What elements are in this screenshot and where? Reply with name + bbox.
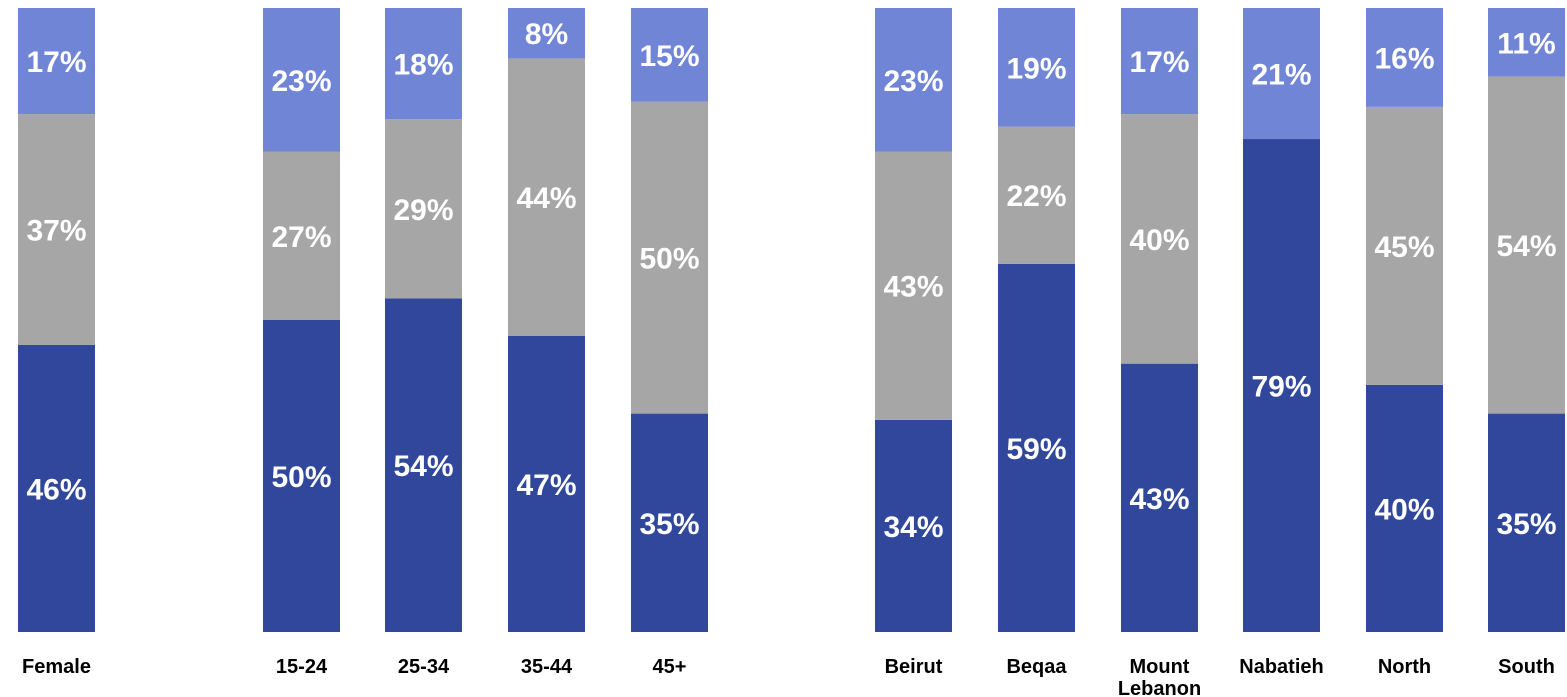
- bar-segment: [508, 8, 585, 59]
- category-label: Beqaa: [1006, 656, 1067, 678]
- data-label: 17%: [26, 46, 86, 79]
- data-label: 46%: [26, 473, 86, 506]
- category-label: Lebanon: [1118, 678, 1201, 697]
- bar-segment: [875, 151, 952, 420]
- data-label: 45%: [1374, 231, 1434, 264]
- data-label: 37%: [26, 215, 86, 248]
- bar-segment: [1121, 114, 1198, 364]
- data-label: 47%: [516, 469, 576, 502]
- bar-segment: [263, 151, 340, 320]
- bar-segment: [385, 298, 462, 632]
- bar-segment: [875, 8, 952, 152]
- bar-segment: [385, 119, 462, 299]
- bar-segment: [1243, 139, 1320, 633]
- bar-segment: [1366, 8, 1443, 107]
- category-label: Female: [22, 656, 91, 678]
- data-label: 17%: [1129, 46, 1189, 79]
- data-label: 34%: [883, 511, 943, 544]
- bar-segment: [18, 114, 95, 345]
- bar-segment: [631, 101, 708, 414]
- category-label: North: [1378, 656, 1431, 678]
- bar-segment: [998, 8, 1075, 127]
- data-label: 43%: [883, 271, 943, 304]
- data-label: 27%: [271, 221, 331, 254]
- data-label: 40%: [1129, 224, 1189, 257]
- bar-segment: [631, 8, 708, 102]
- data-label: 54%: [393, 450, 453, 483]
- category-label: Mount: [1130, 656, 1190, 678]
- bar-segment: [263, 320, 340, 632]
- data-label: 16%: [1374, 42, 1434, 75]
- category-labels-layer: Female 15-24 25-34 35-44 45+ Beirut Beqaa Mount…: [22, 656, 1555, 697]
- category-label: Nabatieh: [1239, 656, 1323, 678]
- category-label: 35-44: [521, 656, 573, 678]
- data-label: 23%: [883, 65, 943, 98]
- bar-segment: [1366, 106, 1443, 385]
- data-label: 21%: [1251, 59, 1311, 92]
- category-label: Beirut: [885, 656, 943, 678]
- bar-segment: [631, 413, 708, 632]
- bar-segment: [508, 58, 585, 336]
- data-labels-layer: 46% 37% 17% 50% 27% 23% 54% 29% 18% 47% 44% 8% 35% 50…: [26, 18, 1556, 544]
- data-label: 43%: [1129, 483, 1189, 516]
- bar-segment: [263, 8, 340, 152]
- bar-segment: [385, 8, 462, 120]
- bar-segment: [1121, 8, 1198, 115]
- data-label: 23%: [271, 65, 331, 98]
- bar-segment: [18, 8, 95, 115]
- data-label: 35%: [1496, 508, 1556, 541]
- bar-segment: [1121, 363, 1198, 632]
- data-label: 54%: [1496, 230, 1556, 263]
- data-label: 18%: [393, 49, 453, 82]
- bar-segment: [1366, 384, 1443, 632]
- bar-segment: [1488, 76, 1565, 414]
- data-label: 59%: [1006, 433, 1066, 466]
- bar-segment: [508, 335, 585, 632]
- data-label: 79%: [1251, 371, 1311, 404]
- data-label: 8%: [525, 18, 568, 51]
- data-label: 40%: [1374, 493, 1434, 526]
- category-label: South: [1498, 656, 1555, 678]
- bar-segment: [18, 344, 95, 632]
- data-label: 44%: [516, 182, 576, 215]
- data-label: 19%: [1006, 52, 1066, 85]
- category-label: 45+: [653, 656, 687, 678]
- data-label: 29%: [393, 194, 453, 227]
- bar-segment: [1488, 413, 1565, 632]
- bar-segment: [1488, 8, 1565, 77]
- data-label: 50%: [271, 461, 331, 494]
- bar-segment: [875, 419, 952, 632]
- data-label: 22%: [1006, 180, 1066, 213]
- category-label: 15-24: [276, 656, 328, 678]
- data-label: 11%: [1497, 27, 1555, 60]
- bar-segment: [998, 126, 1075, 264]
- data-label: 15%: [639, 40, 699, 73]
- bar-segment: [998, 263, 1075, 632]
- bar-segment: [1243, 8, 1320, 140]
- data-label: 35%: [639, 508, 699, 541]
- data-label: 50%: [639, 243, 699, 276]
- category-label: 25-34: [398, 656, 450, 678]
- bars-layer: [18, 8, 1565, 633]
